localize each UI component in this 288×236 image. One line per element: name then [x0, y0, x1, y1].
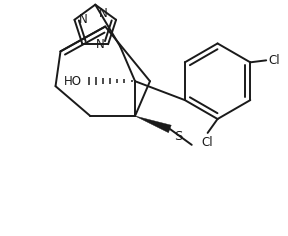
- Text: S: S: [174, 130, 182, 143]
- Text: HO: HO: [64, 75, 82, 88]
- Text: Cl: Cl: [202, 136, 213, 149]
- Text: N: N: [78, 13, 87, 26]
- Text: N: N: [99, 7, 108, 20]
- Text: Cl: Cl: [268, 54, 280, 67]
- Text: N: N: [95, 38, 104, 51]
- Polygon shape: [135, 116, 171, 133]
